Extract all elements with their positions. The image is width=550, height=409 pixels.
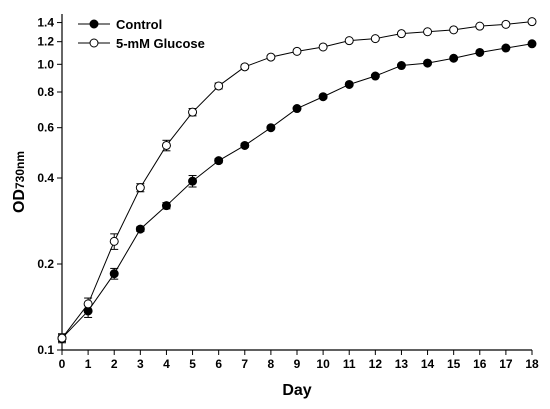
x-tick-label: 9 (294, 357, 301, 371)
x-tick-label: 7 (241, 357, 248, 371)
data-point (214, 156, 224, 166)
x-tick-label: 18 (525, 357, 539, 371)
data-point (344, 36, 354, 46)
data-point (109, 236, 119, 246)
axes: 0 1 2 3 4 5 6 7 8 9 10 11 12 13 14 15 16 17 180.10.20.40.6… (37, 14, 539, 371)
data-point (292, 104, 302, 114)
x-tick-label: 3 (137, 357, 144, 371)
x-axis-title: Day (282, 382, 311, 399)
series-glucose (57, 17, 537, 344)
data-point (449, 25, 459, 35)
data-point (318, 92, 328, 102)
data-point (109, 269, 119, 279)
legend-label: 5-mM Glucose (116, 36, 205, 51)
x-tick-label: 15 (447, 357, 461, 371)
data-point (423, 27, 433, 37)
plot-area (57, 17, 537, 344)
data-point (83, 299, 93, 309)
series-line (61, 43, 533, 339)
data-point (188, 176, 198, 186)
data-point (475, 21, 485, 31)
x-tick-label: 12 (369, 357, 383, 371)
y-axis-title: OD730nm (11, 151, 28, 213)
series-control (57, 39, 537, 343)
x-tick-label: 1 (85, 357, 92, 371)
data-point (57, 333, 67, 343)
legend-marker (89, 38, 99, 48)
x-tick-label: 13 (395, 357, 409, 371)
data-point (501, 43, 511, 53)
x-tick-label: 6 (215, 357, 222, 371)
data-point (370, 71, 380, 81)
data-point (527, 17, 537, 27)
data-point (135, 183, 145, 193)
x-tick-label: 2 (111, 357, 118, 371)
y-tick-label: 1.0 (37, 57, 54, 71)
y-axis-title-sub: 730nm (13, 151, 27, 189)
x-tick-label: 4 (163, 357, 170, 371)
data-point (423, 58, 433, 68)
data-point (370, 34, 380, 44)
data-point (527, 39, 537, 49)
x-tick-label: 0 (59, 357, 66, 371)
x-tick-label: 5 (189, 357, 196, 371)
data-point (344, 79, 354, 89)
legend-label: Control (116, 17, 162, 32)
data-point (240, 62, 250, 72)
data-point (318, 42, 328, 52)
y-tick-label: 0.6 (37, 121, 54, 135)
x-tick-label: 17 (499, 357, 513, 371)
data-point (396, 61, 406, 71)
data-point (161, 140, 171, 150)
x-tick-label: 14 (421, 357, 435, 371)
data-point (501, 19, 511, 29)
data-point (396, 29, 406, 39)
x-tick-label: 8 (268, 357, 275, 371)
data-point (188, 107, 198, 117)
series-line (61, 21, 533, 339)
data-point (214, 81, 224, 91)
x-tick-label: 10 (316, 357, 330, 371)
data-point (266, 52, 276, 62)
data-point (266, 123, 276, 133)
y-tick-label: 0.4 (37, 171, 54, 185)
legend-marker (89, 19, 99, 29)
data-point (475, 47, 485, 57)
data-point (135, 224, 145, 234)
data-point (240, 140, 250, 150)
y-axis-title-main: OD (11, 189, 28, 213)
y-tick-label: 0.1 (37, 343, 54, 357)
y-tick-label: 0.8 (37, 85, 54, 99)
y-tick-label: 0.2 (37, 257, 54, 271)
data-point (292, 46, 302, 56)
y-tick-label: 1.4 (37, 16, 54, 30)
legend: Control 5-mM Glucose (78, 17, 205, 51)
x-tick-label: 11 (343, 357, 356, 371)
y-tick-label: 1.2 (37, 35, 54, 49)
x-tick-label: 16 (473, 357, 487, 371)
data-point (161, 201, 171, 211)
data-point (449, 53, 459, 63)
